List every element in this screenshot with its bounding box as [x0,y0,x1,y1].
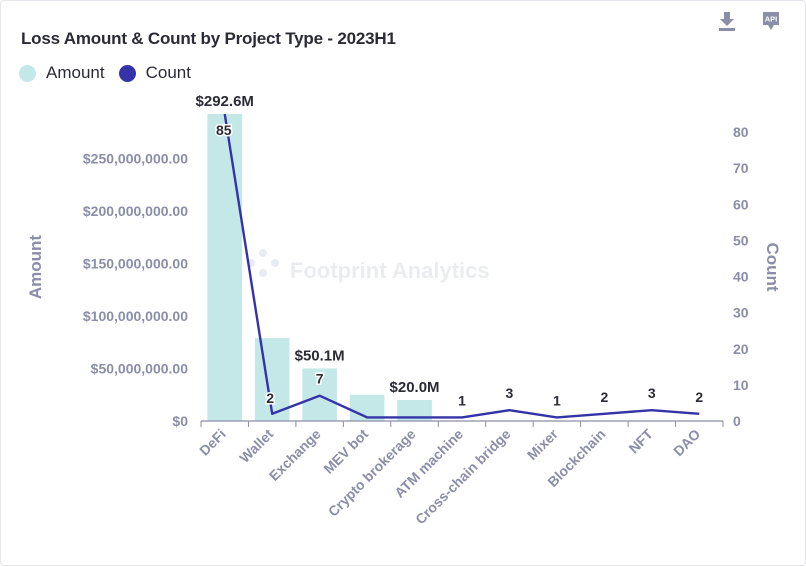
x-tick-label-2: Exchange [266,426,324,484]
legend-swatch-amount [19,64,36,82]
y-tick-label-2: $100,000,000.00 [83,308,188,324]
y2-tick-label-5: 50 [733,232,749,248]
count-label-2: 7 [316,371,324,387]
x-tick-label-4: Crypto brokerage [325,426,419,520]
y-tick-label-4: $200,000,000.00 [83,203,188,219]
legend-label-count: Count [145,63,191,82]
legend: Amount Count [19,63,205,83]
x-tick-label-3: MEV bot [320,426,371,477]
count-label-1: 2 [266,390,274,406]
bar-amount-label-0: $292.6M [196,93,254,110]
y2-tick-label-8: 80 [733,124,749,140]
api-button[interactable]: API [759,9,783,33]
count-label-10: 2 [695,389,703,405]
y2-tick-label-7: 70 [733,160,749,176]
toolbar: API [695,9,783,33]
bar-amount-label-2: $50.1M [295,347,345,364]
watermark: Footprint Analytics [247,249,490,283]
y-tick-label-1: $50,000,000.00 [91,361,189,377]
legend-label-amount: Amount [46,63,105,82]
y2-tick-label-0: 0 [733,413,741,429]
api-icon: API [763,12,779,30]
legend-swatch-count [118,64,136,82]
count-label-7: 1 [553,392,561,408]
watermark-logo-icon [247,249,279,277]
y2-tick-label-3: 30 [733,305,749,321]
download-icon [719,12,735,31]
bar-amount-4 [397,400,432,421]
count-label-0: 85 [216,122,232,138]
y-tick-label-0: $0 [172,413,188,429]
line-count [223,114,700,419]
x-tick-label-6: Cross-chain bridge [412,426,514,528]
x-tick-label-9: NFT [625,425,656,456]
download-button[interactable] [715,9,739,33]
count-label-5: 1 [458,392,466,408]
watermark-text: Footprint Analytics [290,258,490,283]
bar-amount-0 [207,114,243,421]
y2-tick-label-6: 60 [733,196,749,212]
y-tick-label-5: $250,000,000.00 [83,151,188,167]
x-tick-label-8: Blockchain [544,426,608,490]
y-axis-title: Amount [26,235,45,300]
y-tick-label-3: $150,000,000.00 [83,256,188,272]
bar-amount-2 [302,368,337,421]
legend-item-count[interactable]: Count [118,63,191,83]
y2-tick-label-4: 40 [733,269,749,285]
x-tick-label-5: ATM machine [391,426,466,501]
x-tick-label-7: Mixer [524,425,562,463]
api-icon-label: API [765,15,778,24]
count-label-6: 3 [506,385,514,401]
legend-item-amount[interactable]: Amount [19,63,105,83]
x-tick-label-10: DAO [670,426,703,459]
chart-title: Loss Amount & Count by Project Type - 20… [21,29,396,48]
bar-amount-3 [349,394,385,421]
count-label-9: 3 [648,385,656,401]
x-tick-label-1: Wallet [236,426,276,466]
bar-amount-1 [254,338,290,421]
y2-tick-label-1: 10 [733,377,749,393]
y2-axis-title: Count [763,242,782,291]
y2-tick-label-2: 20 [733,341,749,357]
count-label-8: 2 [600,389,608,405]
bar-amount-label-4: $20.0M [390,379,440,396]
x-tick-label-0: DeFi [196,426,229,459]
